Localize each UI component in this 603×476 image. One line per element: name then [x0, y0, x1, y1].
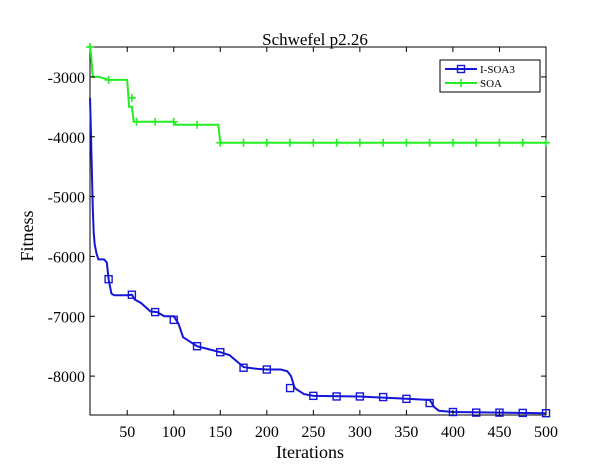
- ticks-layer: 50 100 150 200 250 300 350 400 450 500 -3000 -4000 -…: [48, 47, 558, 441]
- i-soa3-marker: [239, 363, 248, 372]
- x-tick-label: 250: [301, 424, 325, 441]
- i-soa3-marker: [518, 408, 527, 418]
- x-tick-label: 500: [534, 424, 558, 441]
- soa-marker: [216, 138, 225, 147]
- soa-marker: [169, 117, 178, 126]
- i-soa3-marker: [332, 392, 341, 401]
- x-axis-label: Iterations: [276, 442, 344, 462]
- soa-marker: [355, 138, 364, 147]
- i-soa3-marker: [169, 315, 178, 325]
- soa-marker: [542, 138, 550, 147]
- legend-label-i-soa3: I-SOA3: [480, 64, 515, 76]
- i-soa3-marker: [262, 365, 272, 374]
- x-tick-label: 100: [162, 424, 186, 441]
- i-soa3-marker: [541, 409, 551, 418]
- soa-marker: [127, 93, 136, 102]
- soa-marker: [151, 117, 160, 126]
- y-tick-label: -3000: [48, 70, 85, 87]
- x-tick-label: 450: [487, 424, 511, 441]
- soa-marker: [104, 75, 113, 84]
- plot-area: [89, 46, 547, 416]
- soa-marker: [495, 138, 504, 147]
- i-soa3-marker: [425, 398, 434, 408]
- i-soa3-marker: [127, 290, 137, 299]
- soa-marker: [402, 138, 411, 147]
- soa-marker: [86, 43, 94, 51]
- y-tick-label: -7000: [48, 309, 85, 326]
- i-soa3-marker: [192, 341, 202, 351]
- x-tick-label: 350: [394, 424, 418, 441]
- chart-title: Schwefel p2.26: [262, 30, 368, 49]
- series-i-soa3-line: [89, 97, 547, 415]
- i-soa3-marker: [495, 408, 504, 417]
- legend-marker-i-soa3: [456, 64, 466, 74]
- y-tick-label: -6000: [48, 249, 85, 266]
- y-tick-label: -4000: [48, 130, 85, 147]
- soa-marker: [262, 138, 271, 147]
- i-soa3-marker: [402, 394, 411, 404]
- soa-marker: [448, 138, 457, 147]
- soa-marker: [379, 138, 388, 147]
- x-tick-label: 200: [255, 424, 279, 441]
- series-layer: [86, 43, 551, 418]
- x-tick-label: 300: [348, 424, 372, 441]
- i-soa3-marker: [285, 383, 295, 393]
- soa-marker: [425, 138, 434, 147]
- y-tick-label: -8000: [48, 369, 85, 386]
- soa-marker: [472, 138, 481, 147]
- soa-marker: [518, 138, 527, 147]
- legend-label-soa: SOA: [480, 78, 502, 90]
- soa-marker: [193, 120, 202, 129]
- soa-marker: [286, 138, 295, 147]
- x-tick-label: 50: [119, 424, 135, 441]
- legend: I-SOA3 SOA: [439, 59, 541, 93]
- x-tick-label: 150: [208, 424, 232, 441]
- i-soa3-marker: [378, 392, 388, 402]
- soa-marker: [239, 138, 248, 147]
- i-soa3-marker: [472, 408, 481, 417]
- soa-marker: [309, 138, 318, 147]
- i-soa3-marker: [309, 391, 318, 401]
- i-soa3-marker: [355, 392, 365, 401]
- soa-marker: [132, 117, 141, 126]
- soa-marker: [332, 138, 341, 147]
- x-tick-label: 400: [441, 424, 465, 441]
- y-axis-label: Fitness: [17, 210, 37, 261]
- plot-frame: [89, 46, 547, 416]
- i-soa3-marker: [150, 307, 160, 317]
- i-soa3-marker: [448, 407, 458, 417]
- legend-box: [439, 59, 541, 93]
- i-soa3-marker: [104, 274, 113, 284]
- y-tick-label: -5000: [48, 190, 85, 207]
- i-soa3-marker: [216, 347, 225, 357]
